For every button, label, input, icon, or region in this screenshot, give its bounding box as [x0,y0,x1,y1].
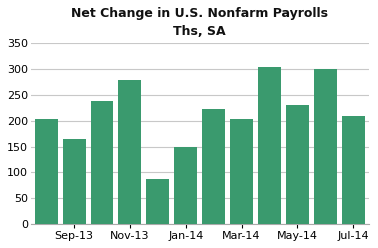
Bar [35,119,57,224]
Bar [146,179,169,224]
Bar [230,119,253,224]
Bar [118,81,141,224]
Title: Net Change in U.S. Nonfarm Payrolls
Ths, SA: Net Change in U.S. Nonfarm Payrolls Ths,… [71,7,328,38]
Bar [286,105,309,224]
Bar [314,69,337,224]
Bar [63,139,85,224]
Bar [342,116,365,224]
Bar [202,109,225,224]
Bar [91,101,113,224]
Bar [258,66,281,224]
Bar [174,147,197,224]
